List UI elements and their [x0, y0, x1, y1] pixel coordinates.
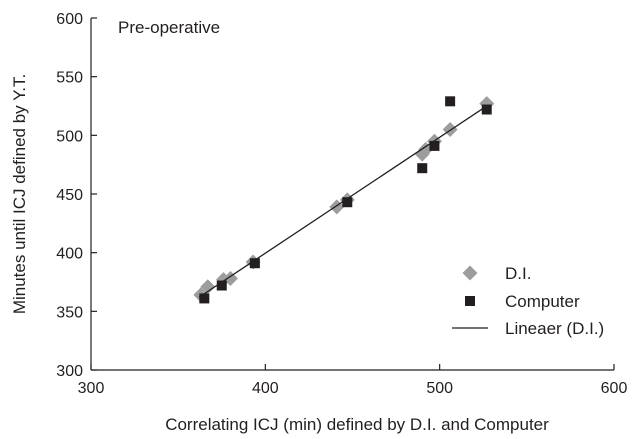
- plot-area: [193, 96, 495, 304]
- chart-annotation: Pre-operative: [118, 18, 220, 37]
- y-tick-label: 300: [56, 363, 83, 380]
- di-point: [442, 121, 458, 137]
- legend-computer-marker: [465, 296, 475, 306]
- x-tick-label: 600: [601, 380, 628, 397]
- computer-point: [249, 258, 260, 269]
- x-tick-label: 500: [426, 380, 453, 397]
- legend-label: Lineaer (D.I.): [505, 319, 604, 338]
- computer-point: [445, 96, 456, 107]
- y-tick-label: 400: [56, 246, 83, 263]
- computer-point: [342, 197, 353, 208]
- computer-point: [216, 280, 227, 291]
- computer-point: [417, 163, 428, 174]
- y-tick-label: 550: [56, 70, 83, 87]
- x-tick-label: 300: [78, 380, 105, 397]
- legend-label: Computer: [505, 292, 580, 311]
- y-tick-label: 450: [56, 187, 83, 204]
- computer-point: [429, 140, 440, 151]
- y-axis-title: Minutes until ICJ defined by Y.T.: [10, 74, 29, 314]
- legend-di-marker: [462, 265, 478, 281]
- computer-point: [199, 293, 210, 304]
- axes: [90, 17, 615, 371]
- y-tick-label: 500: [56, 128, 83, 145]
- legend-label: D.I.: [505, 264, 531, 283]
- x-axis-title: Correlating ICJ (min) defined by D.I. an…: [165, 415, 549, 434]
- x-tick-label: 400: [252, 380, 279, 397]
- computer-point: [481, 104, 492, 115]
- y-tick-label: 350: [56, 304, 83, 321]
- tick-labels: 300 350 400 450 500 550 600 300 400 500 600: [56, 11, 627, 397]
- legend: D.I. Computer Lineaer (D.I.): [452, 264, 604, 338]
- y-tick-label: 600: [56, 11, 83, 28]
- di-point: [200, 279, 216, 295]
